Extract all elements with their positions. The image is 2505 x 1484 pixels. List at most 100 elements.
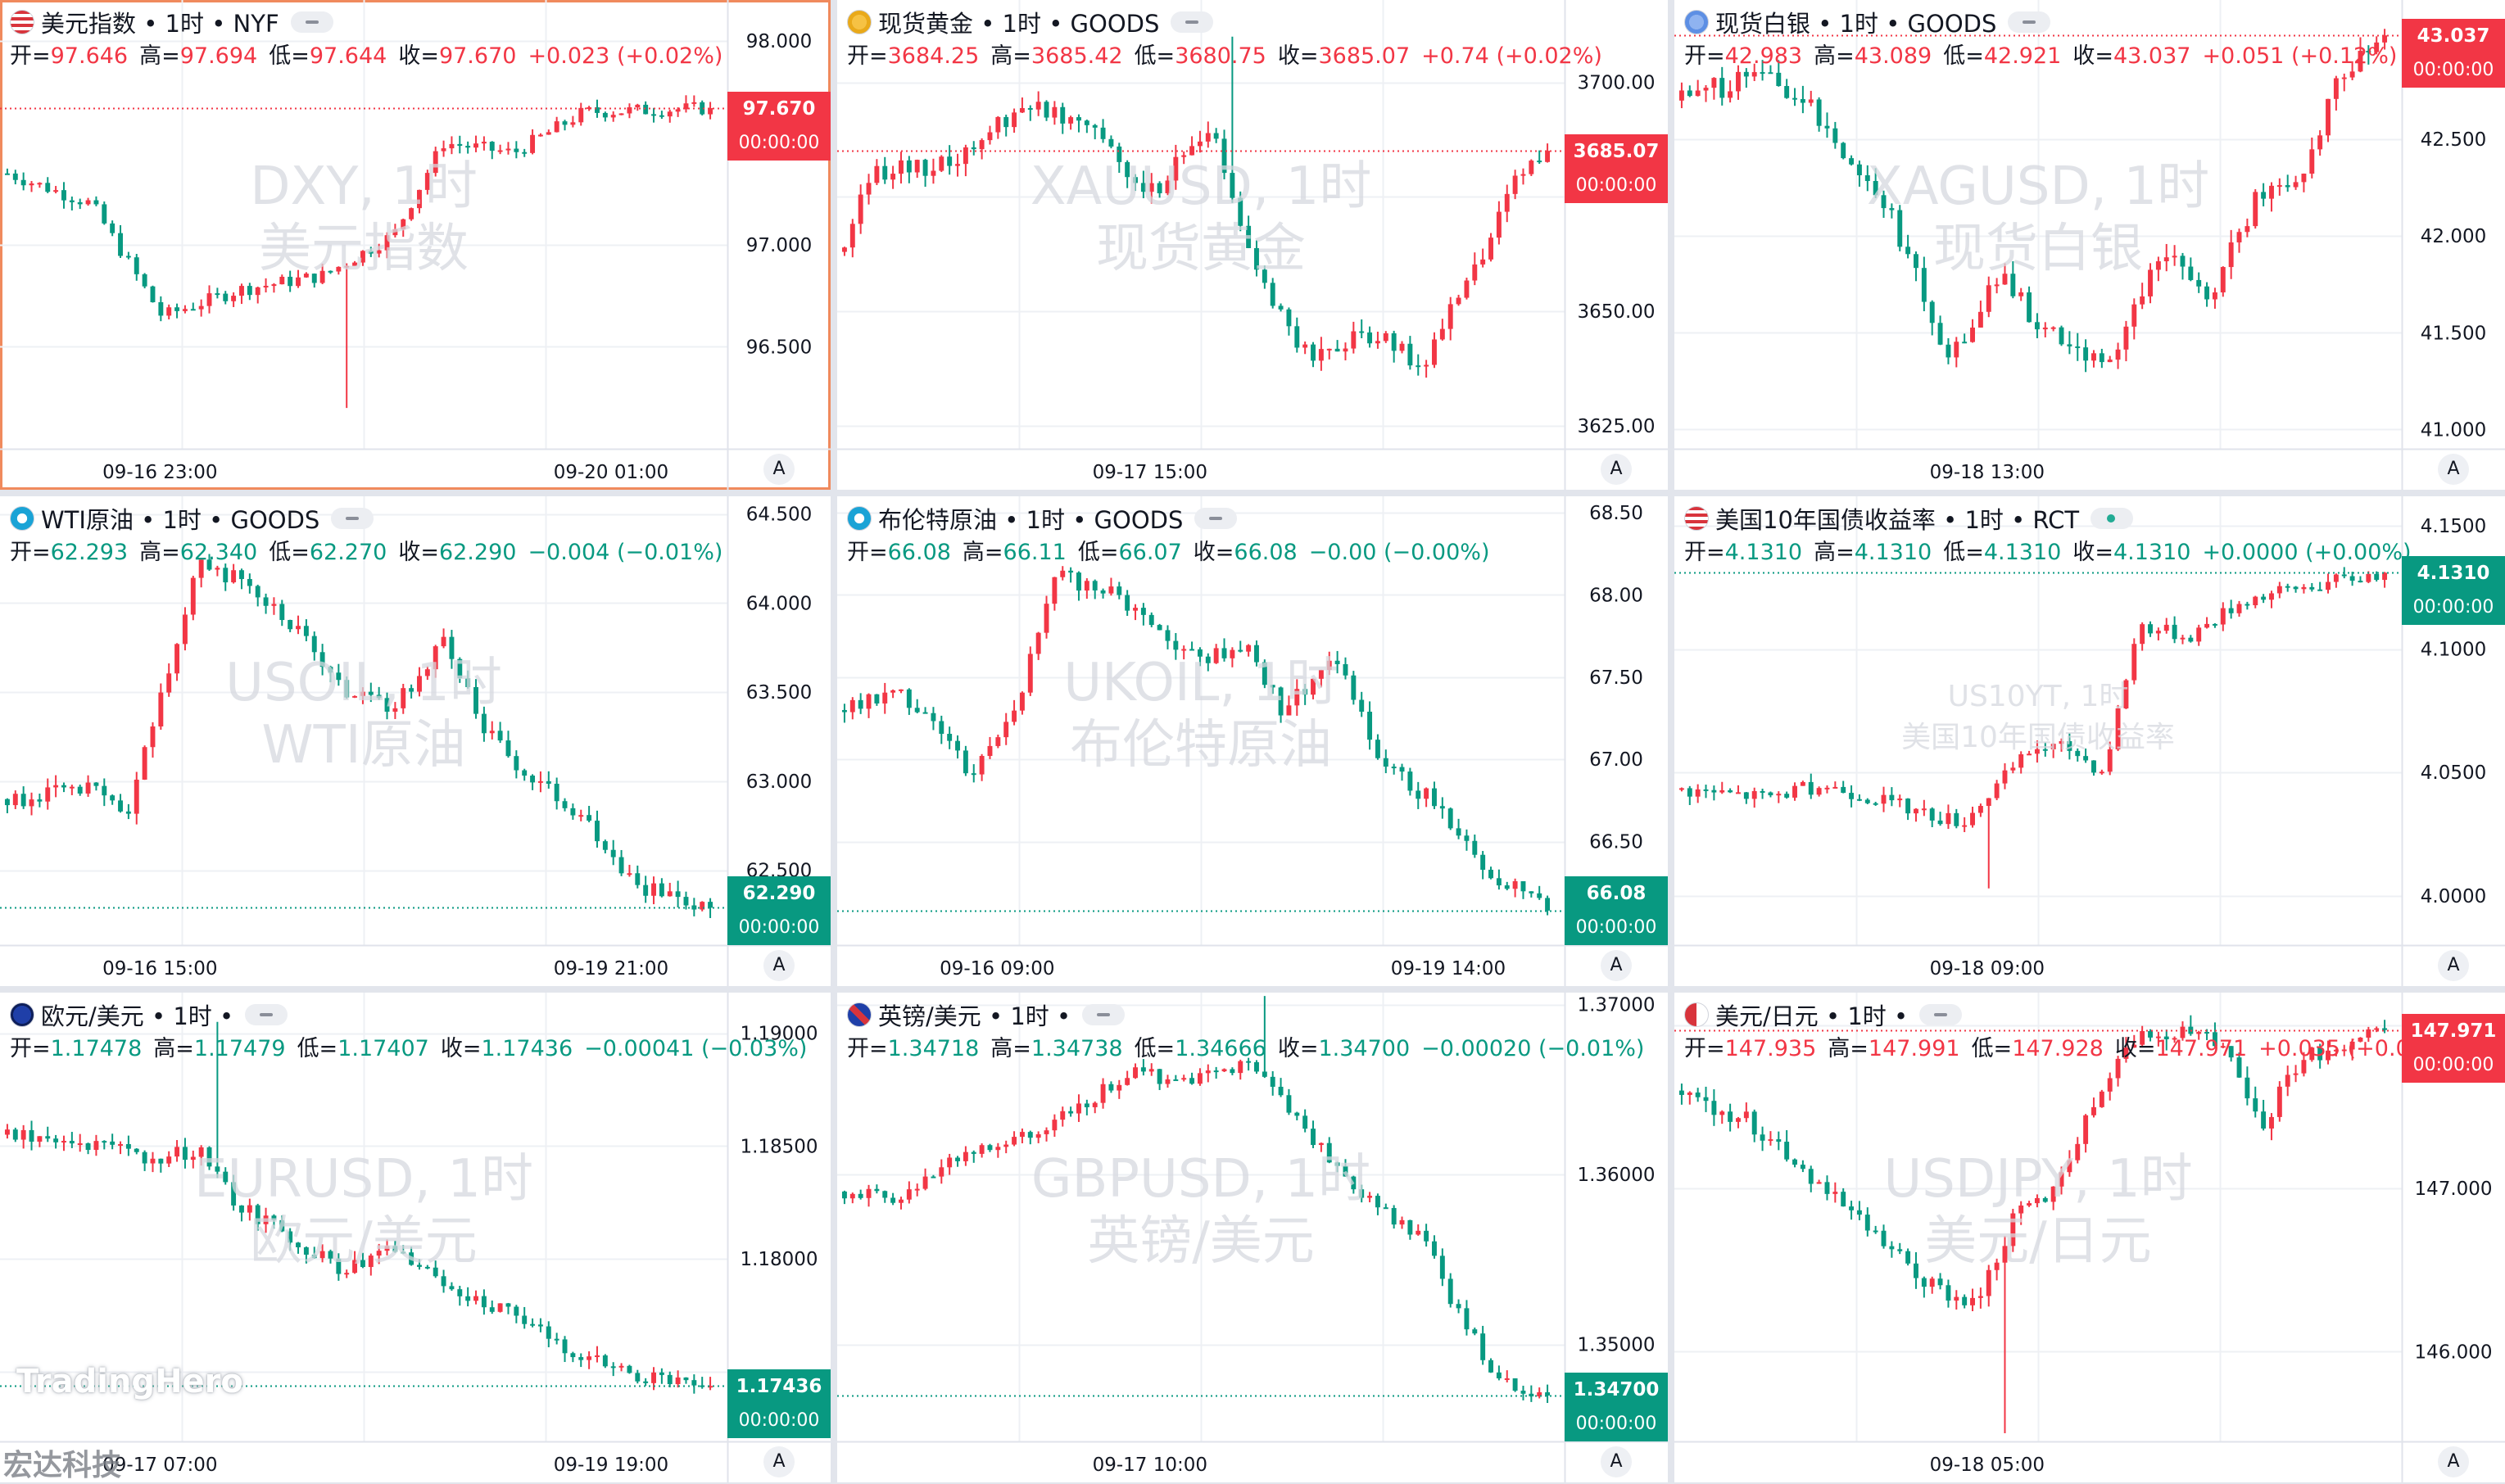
more-options-icon[interactable]: [1194, 508, 1238, 529]
more-options-icon[interactable]: [245, 1004, 288, 1025]
more-options-icon[interactable]: [1082, 1004, 1126, 1025]
symbol-title: WTI原油 • 1时 • GOODS: [41, 506, 320, 534]
candle-body: [279, 604, 285, 621]
ohlc-label-close: 收=: [2114, 1036, 2156, 1061]
auto-scale-button[interactable]: A: [763, 950, 795, 981]
candle-body: [271, 604, 277, 606]
chart-panel[interactable]: 1.37000 1.36000 1.35000 09-17 10:00 GBPUSD, …: [837, 993, 1668, 1482]
symbol-header[interactable]: 欧元/美元 • 1时 •: [10, 998, 288, 1032]
ohlc-label-open: 开=: [10, 43, 51, 69]
candlestick-chart[interactable]: 42.500 42.000 41.500 41.000 09-18 13:00: [1674, 0, 2505, 490]
candle-body: [627, 873, 632, 875]
ohlc-label-open: 开=: [10, 1036, 51, 1061]
auto-scale-button[interactable]: A: [2438, 1446, 2469, 1477]
last-price-tag: 62.290 00:00:00: [727, 876, 831, 945]
candle-body: [1800, 98, 1805, 103]
more-options-icon[interactable]: [290, 11, 333, 33]
candle-body: [890, 174, 896, 180]
candle-body: [1784, 86, 1790, 98]
candle-body: [2261, 1111, 2267, 1129]
chart-panel[interactable]: 1.19000 1.18500 1.18000 09-17 07:00 09-19 19…: [0, 993, 831, 1482]
candle-body: [939, 156, 944, 171]
symbol-header[interactable]: 现货白银 • 1时 • GOODS: [1684, 5, 2051, 39]
symbol-header[interactable]: 现货黄金 • 1时 • GOODS: [847, 5, 1214, 39]
candle-body: [667, 111, 673, 117]
auto-scale-button[interactable]: A: [763, 1446, 795, 1477]
chart-panel[interactable]: 42.500 42.000 41.500 41.000 09-18 13:00 XAGUS…: [1674, 0, 2505, 490]
candle-body: [2163, 257, 2169, 262]
candle-body: [618, 1365, 624, 1368]
silver-coin-icon: [1684, 10, 1709, 34]
chart-panel[interactable]: 4.1500 4.1000 4.0500 4.0000 09-18 09:00 US10Y…: [1674, 496, 2505, 986]
candlestick-chart[interactable]: 147.000 146.000 09-18 05:00: [1674, 993, 2505, 1482]
candlestick-chart[interactable]: 1.19000 1.18500 1.18000 09-17 07:00 09-19 19…: [0, 993, 831, 1482]
chart-panel[interactable]: 147.000 146.000 09-18 05:00 USDJPY, 1时 美元/日元…: [1674, 993, 2505, 1482]
symbol-header[interactable]: 英镑/美元 • 1时 •: [847, 998, 1126, 1032]
auto-scale-button[interactable]: A: [2438, 454, 2469, 485]
candle-body: [530, 1323, 536, 1326]
candle-body: [1986, 285, 1991, 312]
candle-body: [158, 302, 164, 316]
chart-panel[interactable]: 98.000 97.000 96.500 09-16 23:00 09-20 01:00…: [0, 0, 831, 490]
auto-scale-button[interactable]: A: [1601, 454, 1632, 485]
symbol-header[interactable]: 美元指数 • 1时 • NYF: [10, 5, 333, 39]
candlestick-chart[interactable]: 98.000 97.000 96.500 09-16 23:00 09-20 01:00: [0, 0, 831, 490]
candle-body: [174, 307, 180, 311]
candle-body: [2059, 1172, 2064, 1187]
candle-body: [546, 132, 551, 135]
candle-body: [465, 146, 471, 148]
market-status-icon[interactable]: [2091, 508, 2134, 529]
y-tick-label: 1.18000: [740, 1249, 818, 1270]
candlestick-chart[interactable]: 68.50 68.00 67.50 67.00 66.50 09-16 09:00 09-1…: [837, 496, 1668, 986]
candlestick-chart[interactable]: 3700.00 3650.00 3625.00 09-17 15:00: [837, 0, 1668, 490]
candle-body: [1391, 333, 1397, 351]
candle-body: [1060, 106, 1066, 124]
ohlc-label-high: 高=: [1814, 540, 1855, 565]
us-flag-icon: [1684, 506, 1709, 531]
bar-countdown: 00:00:00: [738, 1409, 820, 1431]
candle-body: [2099, 1091, 2104, 1107]
candlestick-chart[interactable]: 1.37000 1.36000 1.35000 09-17 10:00: [837, 993, 1668, 1482]
ohlc-label-low: 低=: [1077, 540, 1119, 565]
ohlc-value-close: 147.971: [2155, 1036, 2248, 1061]
candle-body: [1213, 1070, 1219, 1073]
candle-body: [2002, 770, 2008, 784]
auto-scale-button[interactable]: A: [763, 454, 795, 485]
candle-body: [1905, 247, 1911, 255]
candle-body: [497, 1303, 503, 1312]
more-options-icon[interactable]: [2008, 11, 2051, 33]
auto-scale-button[interactable]: A: [1601, 950, 1632, 981]
candle-body: [2382, 572, 2388, 581]
candle-body: [1889, 208, 1895, 210]
ohlc-value-open: 62.293: [50, 540, 129, 565]
candle-body: [1970, 327, 1975, 342]
candle-body: [2285, 1075, 2290, 1087]
chart-panel[interactable]: 68.50 68.00 67.50 67.00 66.50 09-16 09:00 09-1…: [837, 496, 1668, 986]
more-options-icon[interactable]: [1171, 11, 1214, 33]
symbol-header[interactable]: 美国10年国债收益率 • 1时 • RCT: [1684, 501, 2134, 536]
candle-body: [1205, 133, 1211, 142]
auto-scale-button[interactable]: A: [2438, 950, 2469, 981]
candle-body: [497, 150, 503, 152]
more-options-icon[interactable]: [1919, 1004, 1963, 1025]
candle-body: [874, 694, 880, 704]
more-options-icon[interactable]: [331, 508, 374, 529]
candle-body: [2027, 1203, 2032, 1206]
symbol-header[interactable]: WTI原油 • 1时 • GOODS: [10, 501, 374, 536]
candle-body: [691, 102, 697, 104]
candlestick-chart[interactable]: 4.1500 4.1000 4.0500 4.0000 09-18 09:00: [1674, 496, 2505, 986]
candle-body: [1254, 247, 1259, 270]
candle-body: [1751, 790, 1757, 799]
candle-body: [2107, 360, 2113, 363]
symbol-header[interactable]: 布伦特原油 • 1时 • GOODS: [847, 501, 1238, 536]
chart-panel[interactable]: 64.500 64.000 63.500 63.000 62.500 09-16 15:0…: [0, 496, 831, 986]
auto-scale-button[interactable]: A: [1601, 1446, 1632, 1477]
candle-body: [344, 1273, 350, 1275]
candle-body: [683, 1377, 689, 1381]
candle-body: [2002, 1246, 2008, 1263]
chart-panel[interactable]: 3700.00 3650.00 3625.00 09-17 15:00 XAUUSD, …: [837, 0, 1668, 490]
candle-body: [1311, 344, 1316, 361]
symbol-header[interactable]: 美元/日元 • 1时 •: [1684, 998, 1963, 1032]
candle-body: [1044, 102, 1049, 118]
